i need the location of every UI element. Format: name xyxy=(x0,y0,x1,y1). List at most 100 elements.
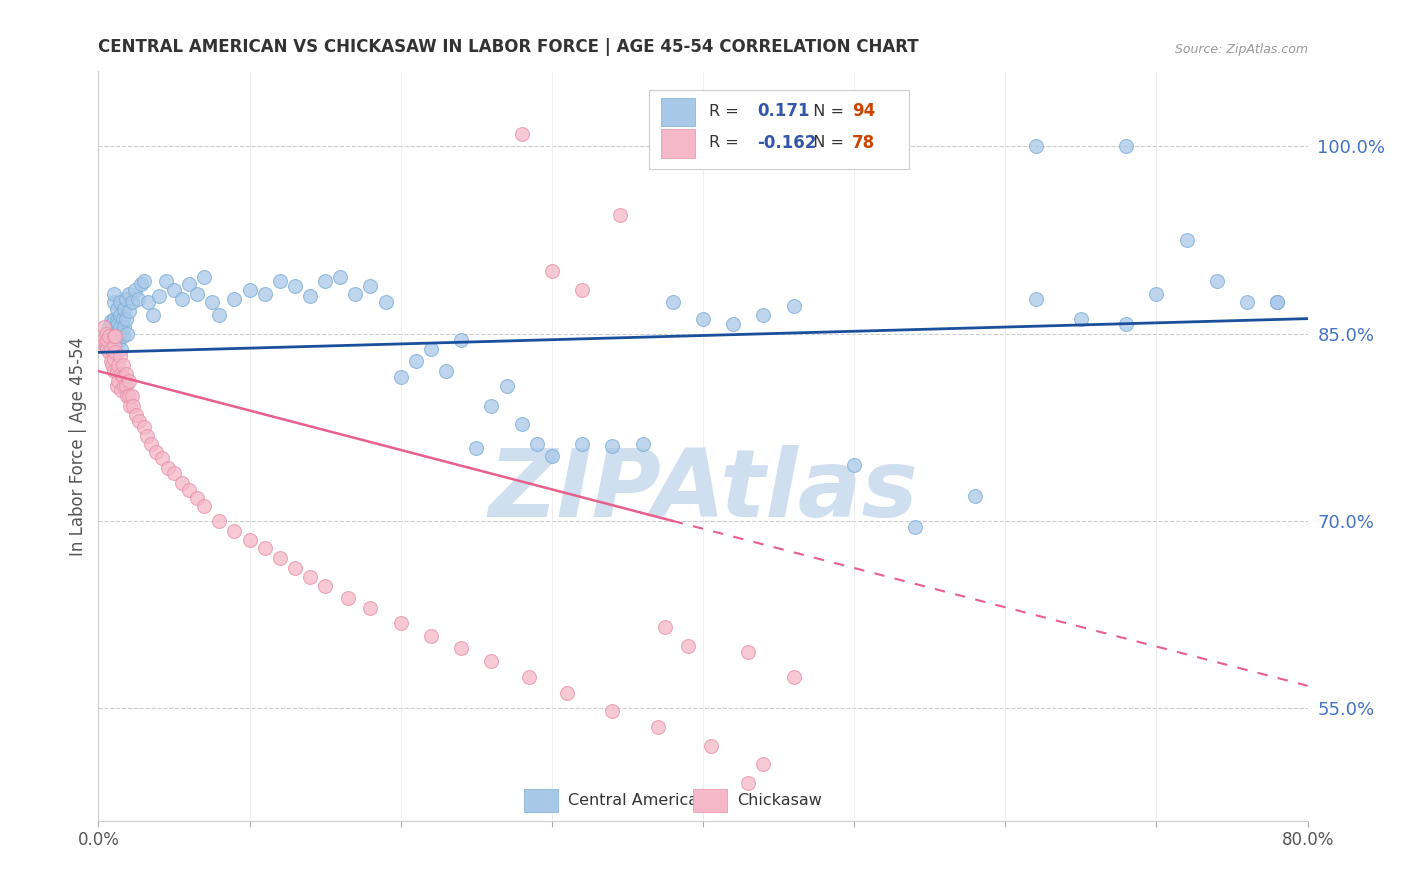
Point xyxy=(103,364,125,378)
Point xyxy=(105,379,128,393)
Point xyxy=(115,326,138,341)
Point xyxy=(107,358,129,372)
Text: CENTRAL AMERICAN VS CHICKASAW IN LABOR FORCE | AGE 45-54 CORRELATION CHART: CENTRAL AMERICAN VS CHICKASAW IN LABOR F… xyxy=(98,38,920,56)
Point xyxy=(193,270,215,285)
Point xyxy=(94,326,117,341)
FancyBboxPatch shape xyxy=(524,789,558,812)
Point xyxy=(115,389,138,403)
FancyBboxPatch shape xyxy=(693,789,727,812)
Point xyxy=(107,335,129,350)
Point xyxy=(170,292,193,306)
Point xyxy=(284,279,307,293)
Point xyxy=(336,591,359,606)
Point xyxy=(108,295,131,310)
Point xyxy=(752,757,775,772)
Point xyxy=(121,389,143,403)
Point xyxy=(132,420,155,434)
Point xyxy=(269,274,291,288)
Point xyxy=(135,429,157,443)
Point xyxy=(108,349,131,363)
Point xyxy=(112,301,135,316)
Point xyxy=(91,333,114,347)
Point xyxy=(299,289,322,303)
Point xyxy=(120,399,142,413)
Point xyxy=(118,389,141,403)
Point xyxy=(208,514,231,528)
Point xyxy=(631,436,654,450)
Point xyxy=(179,277,201,291)
Point xyxy=(1024,139,1046,153)
Point xyxy=(108,320,131,334)
Point xyxy=(124,283,146,297)
Text: Chickasaw: Chickasaw xyxy=(737,793,821,808)
Point xyxy=(329,270,352,285)
Point xyxy=(723,317,745,331)
Point xyxy=(101,317,124,331)
Point xyxy=(517,670,540,684)
Point xyxy=(100,342,122,356)
Point xyxy=(609,208,631,222)
Point xyxy=(783,299,806,313)
Point xyxy=(647,720,669,734)
Point xyxy=(269,551,291,566)
Point xyxy=(253,286,276,301)
Point xyxy=(100,314,122,328)
Point xyxy=(654,620,676,634)
Point xyxy=(314,579,336,593)
Point xyxy=(737,645,759,659)
Point xyxy=(1175,233,1198,247)
Point xyxy=(692,311,714,326)
Point xyxy=(193,499,215,513)
Point xyxy=(118,304,141,318)
Point xyxy=(114,367,136,381)
Point xyxy=(155,274,177,288)
Point xyxy=(555,686,578,700)
Point xyxy=(110,367,132,381)
Point xyxy=(374,295,396,310)
FancyBboxPatch shape xyxy=(648,90,908,169)
Point xyxy=(156,461,179,475)
Point xyxy=(904,520,927,534)
Text: Source: ZipAtlas.com: Source: ZipAtlas.com xyxy=(1174,44,1308,56)
Point xyxy=(96,326,118,341)
Point xyxy=(142,308,165,322)
Point xyxy=(224,292,246,306)
Point xyxy=(104,329,127,343)
Point xyxy=(110,326,132,341)
Point xyxy=(150,451,173,466)
Point xyxy=(104,345,127,359)
Point xyxy=(314,274,336,288)
Point xyxy=(405,354,427,368)
Point xyxy=(186,491,208,506)
Point xyxy=(93,320,115,334)
Point xyxy=(125,408,148,422)
Point xyxy=(284,561,307,575)
Text: N =: N = xyxy=(803,103,849,119)
Point xyxy=(114,379,136,393)
Point xyxy=(661,295,683,310)
Point xyxy=(163,283,186,297)
Y-axis label: In Labor Force | Age 45-54: In Labor Force | Age 45-54 xyxy=(69,336,87,556)
Point xyxy=(389,370,412,384)
Point xyxy=(104,320,127,334)
Point xyxy=(239,283,262,297)
Text: ZIPAtlas: ZIPAtlas xyxy=(488,445,918,537)
Point xyxy=(360,601,382,615)
Point xyxy=(481,399,503,413)
Point xyxy=(420,629,443,643)
Point xyxy=(571,436,593,450)
Point xyxy=(94,339,117,353)
Point xyxy=(136,295,159,310)
Point xyxy=(105,364,128,378)
Point xyxy=(111,370,134,384)
Point xyxy=(1115,139,1137,153)
Point xyxy=(127,292,149,306)
Point xyxy=(360,279,382,293)
Point xyxy=(103,329,125,343)
Point xyxy=(495,379,517,393)
Point xyxy=(1267,295,1289,310)
Text: R =: R = xyxy=(709,135,744,150)
Point xyxy=(481,654,503,668)
Point xyxy=(450,641,472,656)
Point xyxy=(112,320,135,334)
